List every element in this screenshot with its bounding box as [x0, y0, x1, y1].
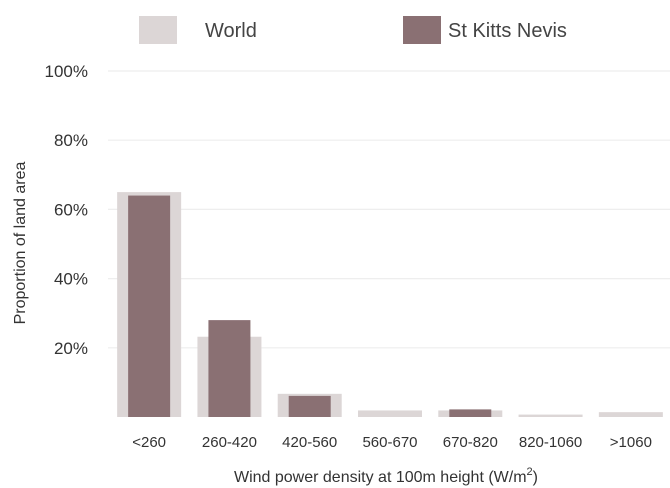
y-tick-label-60: 60%: [54, 200, 88, 219]
y-axis-title: Proportion of land area: [12, 162, 29, 325]
x-tick-label-260-420: 260-420: [202, 434, 257, 451]
x-tick-label-gt-1060: >1060: [610, 434, 652, 451]
y-tick-label-80: 80%: [54, 131, 88, 150]
bar-world-560-670: [358, 410, 422, 417]
x-tick-label-560-670: 560-670: [362, 434, 417, 451]
legend-swatch-st-kitts-nevis: [403, 16, 441, 44]
x-tick-label-820-1060: 820-1060: [519, 434, 582, 451]
x-tick-label-670-820: 670-820: [443, 434, 498, 451]
bar-st-kitts-nevis-420-560: [288, 395, 331, 417]
x-tick-label-lt-260: <260: [132, 434, 166, 451]
bar-world-820-1060: [518, 414, 583, 417]
x-axis-title-superscript: 2: [527, 466, 533, 478]
y-tick-label-20: 20%: [54, 339, 88, 358]
x-axis-title-main: Wind power density at 100m height (W/m: [234, 469, 527, 486]
bar-world-gt-1060: [598, 412, 663, 417]
legend-label-st-kitts-nevis: St Kitts Nevis: [448, 20, 567, 42]
x-tick-label-420-560: 420-560: [282, 434, 337, 451]
y-tick-label-40: 40%: [54, 270, 88, 289]
y-tick-label-100: 100%: [45, 62, 88, 81]
bar-st-kitts-nevis-lt-260: [128, 195, 171, 417]
bar-st-kitts-nevis-260-420: [208, 320, 251, 417]
legend: World St Kitts Nevis: [139, 16, 567, 44]
y-axis-ticks: 20% 40% 60% 80% 100%: [45, 62, 88, 358]
x-axis-category-labels: <260 260-420 420-560 560-670 670-820 820-1060…: [132, 434, 652, 451]
legend-label-world: World: [205, 20, 257, 42]
bars: [117, 192, 663, 417]
bar-st-kitts-nevis-670-820: [449, 409, 492, 417]
x-axis-title-close: ): [533, 469, 538, 486]
gridlines: [108, 70, 670, 349]
legend-swatch-world: [139, 16, 177, 44]
x-axis-title: Wind power density at 100m height (W/m2): [234, 466, 538, 486]
